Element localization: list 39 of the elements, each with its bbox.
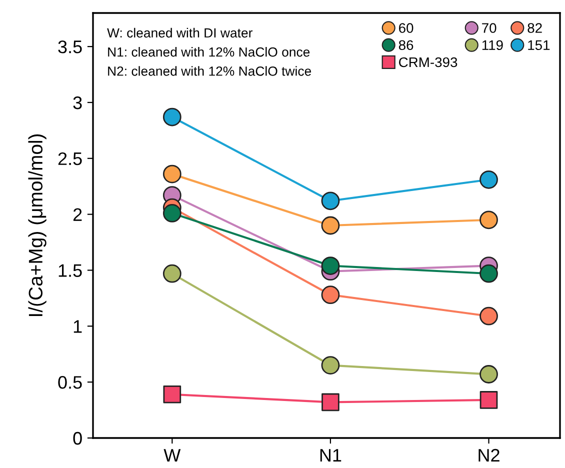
legend-label: CRM-393 — [399, 57, 458, 68]
legend-label: 70 — [482, 23, 496, 33]
point — [322, 393, 340, 412]
y-tick-label: 3 — [73, 96, 82, 110]
legend-label: 86 — [398, 40, 414, 50]
point — [480, 264, 498, 283]
annotation: N2: cleaned with 12% NaClO twice — [108, 66, 312, 76]
y-tick-label: 1 — [74, 320, 82, 333]
point — [321, 286, 340, 304]
y-axis-title: I/(Ca+Mg) (μmol/mol) — [28, 134, 46, 316]
point — [321, 356, 340, 375]
point — [162, 204, 182, 222]
legend-label: 119 — [482, 40, 503, 50]
point — [480, 170, 498, 189]
x-tick-label: N1 — [320, 449, 342, 462]
x-tick-label: N2 — [478, 448, 500, 462]
x-tick-label: W — [164, 449, 181, 462]
y-tick-label: 0 — [73, 432, 82, 445]
legend-label: 60 — [399, 23, 414, 33]
y-tick-label: 3.5 — [58, 40, 82, 54]
y-tick-label: 1.5 — [58, 264, 82, 277]
point — [480, 391, 498, 409]
point — [163, 385, 182, 404]
point — [480, 210, 498, 230]
y-tick-label: 0.5 — [58, 376, 82, 389]
point — [321, 256, 340, 275]
y-tick-label: 2 — [73, 208, 82, 221]
point — [480, 306, 498, 326]
point — [162, 164, 182, 184]
point — [480, 365, 498, 384]
point — [162, 264, 182, 283]
annotation: N1: cleaned with 12% NaClO once — [108, 47, 310, 57]
y-tick-label: 2.5 — [58, 152, 82, 166]
point — [321, 192, 340, 210]
annotation: W: cleaned with DI water — [107, 28, 252, 38]
legend-label: 82 — [528, 23, 542, 33]
point — [162, 108, 182, 126]
point — [321, 216, 340, 235]
legend-label: 151 — [528, 40, 550, 50]
